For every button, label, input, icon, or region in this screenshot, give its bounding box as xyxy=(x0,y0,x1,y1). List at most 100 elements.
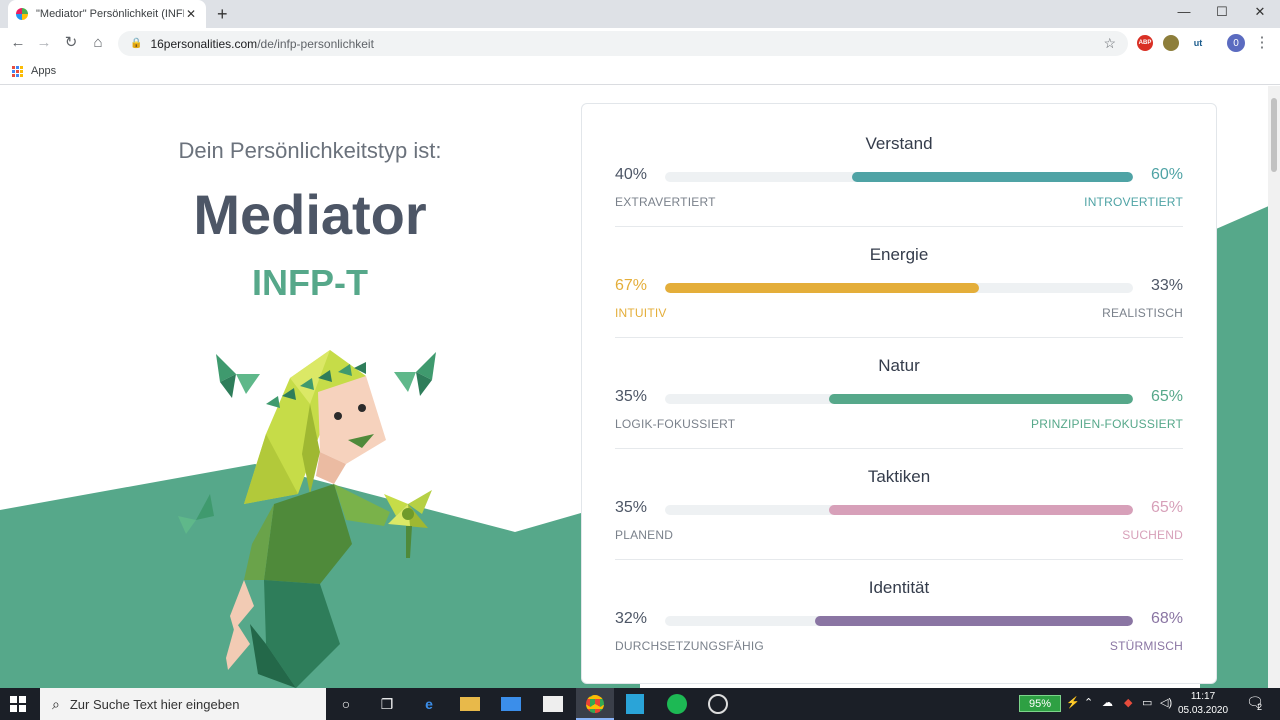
maximize-icon[interactable]: ☐ xyxy=(1216,4,1228,19)
tab-close-icon[interactable]: ✕ xyxy=(185,7,197,21)
store-icon[interactable] xyxy=(543,696,563,712)
trait-left-label: EXTRAVERTIERT xyxy=(615,195,716,209)
trait-right-percent: 33% xyxy=(1150,277,1183,294)
bookmark-apps[interactable]: Apps xyxy=(31,65,57,77)
trait-left-label: INTUITIV xyxy=(615,306,667,320)
reload-icon[interactable]: ↻ xyxy=(64,34,78,51)
traits-card: Verstand 40% 60% EXTRAVERTIERT INTROVERTIERT… xyxy=(581,103,1217,684)
notification-count: 2 xyxy=(1257,702,1263,712)
forward-icon[interactable]: → xyxy=(36,34,52,51)
trait-left-label: DURCHSETZUNGSFÄHIG xyxy=(615,639,764,653)
onedrive-icon[interactable]: ☁ xyxy=(1102,697,1113,709)
trait-right-label: PRINZIPIEN-FOKUSSIERT xyxy=(1031,417,1183,431)
personality-type-code: INFP-T xyxy=(252,262,368,303)
trait-bar-fill xyxy=(852,172,1133,182)
volume-icon[interactable]: ◁) xyxy=(1160,697,1173,709)
bookmark-star-icon[interactable]: ☆ xyxy=(1103,35,1116,51)
trait-bar xyxy=(665,505,1133,515)
adblock-extension-icon[interactable]: ABP xyxy=(1137,35,1153,51)
new-tab-button[interactable]: + xyxy=(217,4,228,24)
chrome-taskbar-item[interactable] xyxy=(576,688,614,720)
trait-bar xyxy=(665,394,1133,404)
trait-left-percent: 67% xyxy=(615,277,648,294)
windows-start-icon[interactable] xyxy=(10,696,26,712)
power-icon[interactable]: ⚡ xyxy=(1066,697,1080,709)
trait-right-percent: 65% xyxy=(1150,499,1183,516)
back-icon[interactable]: ← xyxy=(10,34,26,51)
tray-chevron-icon[interactable]: ⌃ xyxy=(1084,697,1094,709)
trait-bar xyxy=(665,616,1133,626)
browser-tab[interactable]: "Mediator" Persönlichkeit (INFP-A ✕ xyxy=(8,0,206,28)
trait-left-percent: 32% xyxy=(615,610,648,627)
profile-avatar[interactable]: 0 xyxy=(1227,34,1245,52)
trait-left-label: LOGIK-FOKUSSIERT xyxy=(615,417,736,431)
trait-right-percent: 65% xyxy=(1150,388,1183,405)
system-clock[interactable]: 11:17 05.03.2020 xyxy=(1176,690,1230,718)
file-explorer-icon[interactable] xyxy=(460,697,480,711)
spotify-icon[interactable] xyxy=(667,694,687,714)
trait-name: Energie xyxy=(869,245,929,264)
trait-bar-fill xyxy=(828,394,1133,404)
menu-icon[interactable]: ⋮ xyxy=(1254,34,1270,51)
taskbar-search-box[interactable]: ⌕ Zur Suche Text hier eingeben xyxy=(40,688,326,720)
extension-icon[interactable] xyxy=(1163,35,1179,51)
clock-date: 05.03.2020 xyxy=(1177,705,1229,716)
trait-left-percent: 40% xyxy=(615,166,648,183)
app-icon[interactable] xyxy=(626,694,644,714)
trait-right-label: SUCHEND xyxy=(1122,528,1183,542)
search-icon: ⌕ xyxy=(52,695,60,712)
page-scrollbar[interactable] xyxy=(1268,86,1280,688)
taskbar-search-placeholder: Zur Suche Text hier eingeben xyxy=(69,696,240,712)
url-path: /de/infp-personlichkeit xyxy=(257,36,374,51)
home-icon[interactable]: ⌂ xyxy=(93,34,103,51)
trait-bar xyxy=(665,283,1133,293)
bookmarks-bar: Apps xyxy=(0,58,1280,85)
trait-left-label: PLANEND xyxy=(615,528,674,542)
obs-icon[interactable] xyxy=(708,694,728,714)
favicon-icon xyxy=(16,8,28,20)
trait-right-percent: 60% xyxy=(1150,166,1183,183)
trait-right-label: STÜRMISCH xyxy=(1109,639,1183,653)
task-view-icon[interactable]: ❐ xyxy=(380,695,394,712)
trait-row: Energie 67% 33% INTUITIV REALISTISCH xyxy=(615,215,1183,338)
network-icon[interactable]: ▭ xyxy=(1142,697,1153,709)
trait-row: Verstand 40% 60% EXTRAVERTIERT INTROVERTIERT xyxy=(615,104,1183,227)
result-intro: Dein Persönlichkeitstyp ist: xyxy=(178,138,442,163)
apps-icon[interactable] xyxy=(12,65,23,77)
windows-taskbar: ⌕ Zur Suche Text hier eingeben ○ ❐ e 95%… xyxy=(0,688,1280,720)
page-content: Dein Persönlichkeitstyp ist: Mediator IN… xyxy=(0,86,1280,688)
trait-left-percent: 35% xyxy=(615,388,648,405)
trait-divider xyxy=(615,226,1183,227)
mail-icon[interactable] xyxy=(501,697,521,711)
browser-toolbar: ← → ↻ ⌂ 🔒 16personalities.com/de/infp-pe… xyxy=(0,28,1280,58)
trait-row: Natur 35% 65% LOGIK-FOKUSSIERT PRINZIPIEN-FO… xyxy=(615,326,1183,449)
tab-title: "Mediator" Persönlichkeit (INFP-A xyxy=(36,8,184,20)
lock-icon: 🔒 xyxy=(130,38,143,49)
antivirus-icon[interactable]: ◆ xyxy=(1124,697,1133,709)
personality-type-name: Mediator xyxy=(193,183,427,246)
translate-extension-icon[interactable]: ut xyxy=(1190,35,1206,51)
tab-bar: "Mediator" Persönlichkeit (INFP-A ✕ + — … xyxy=(0,0,1280,28)
trait-row: Identität 32% 68% DURCHSETZUNGSFÄHIG STÜRMIS… xyxy=(615,548,1183,659)
clock-time: 11:17 xyxy=(1190,691,1216,702)
trait-right-label: INTROVERTIERT xyxy=(1084,195,1183,209)
trait-name: Taktiken xyxy=(867,467,931,486)
trait-right-percent: 68% xyxy=(1150,610,1183,627)
address-bar[interactable]: 🔒 16personalities.com/de/infp-personlich… xyxy=(118,31,1128,56)
url-host: 16personalities.com xyxy=(150,36,258,51)
notifications-icon[interactable]: 🗨 xyxy=(1246,694,1264,710)
battery-indicator[interactable]: 95% xyxy=(1019,695,1061,712)
trait-name: Verstand xyxy=(865,134,933,153)
trait-bar-fill xyxy=(828,505,1133,515)
edge-icon[interactable]: e xyxy=(425,696,433,712)
scrollbar-thumb[interactable] xyxy=(1271,98,1277,172)
cortana-icon[interactable]: ○ xyxy=(341,696,351,712)
trait-row: Taktiken 35% 65% PLANEND SUCHEND xyxy=(615,437,1183,560)
trait-divider xyxy=(615,448,1183,449)
trait-name: Natur xyxy=(878,356,920,375)
minimize-icon[interactable]: — xyxy=(1177,4,1191,19)
trait-divider xyxy=(615,559,1183,560)
window-close-icon[interactable]: ✕ xyxy=(1254,4,1266,19)
trait-divider xyxy=(615,337,1183,338)
trait-right-label: REALISTISCH xyxy=(1102,306,1183,320)
